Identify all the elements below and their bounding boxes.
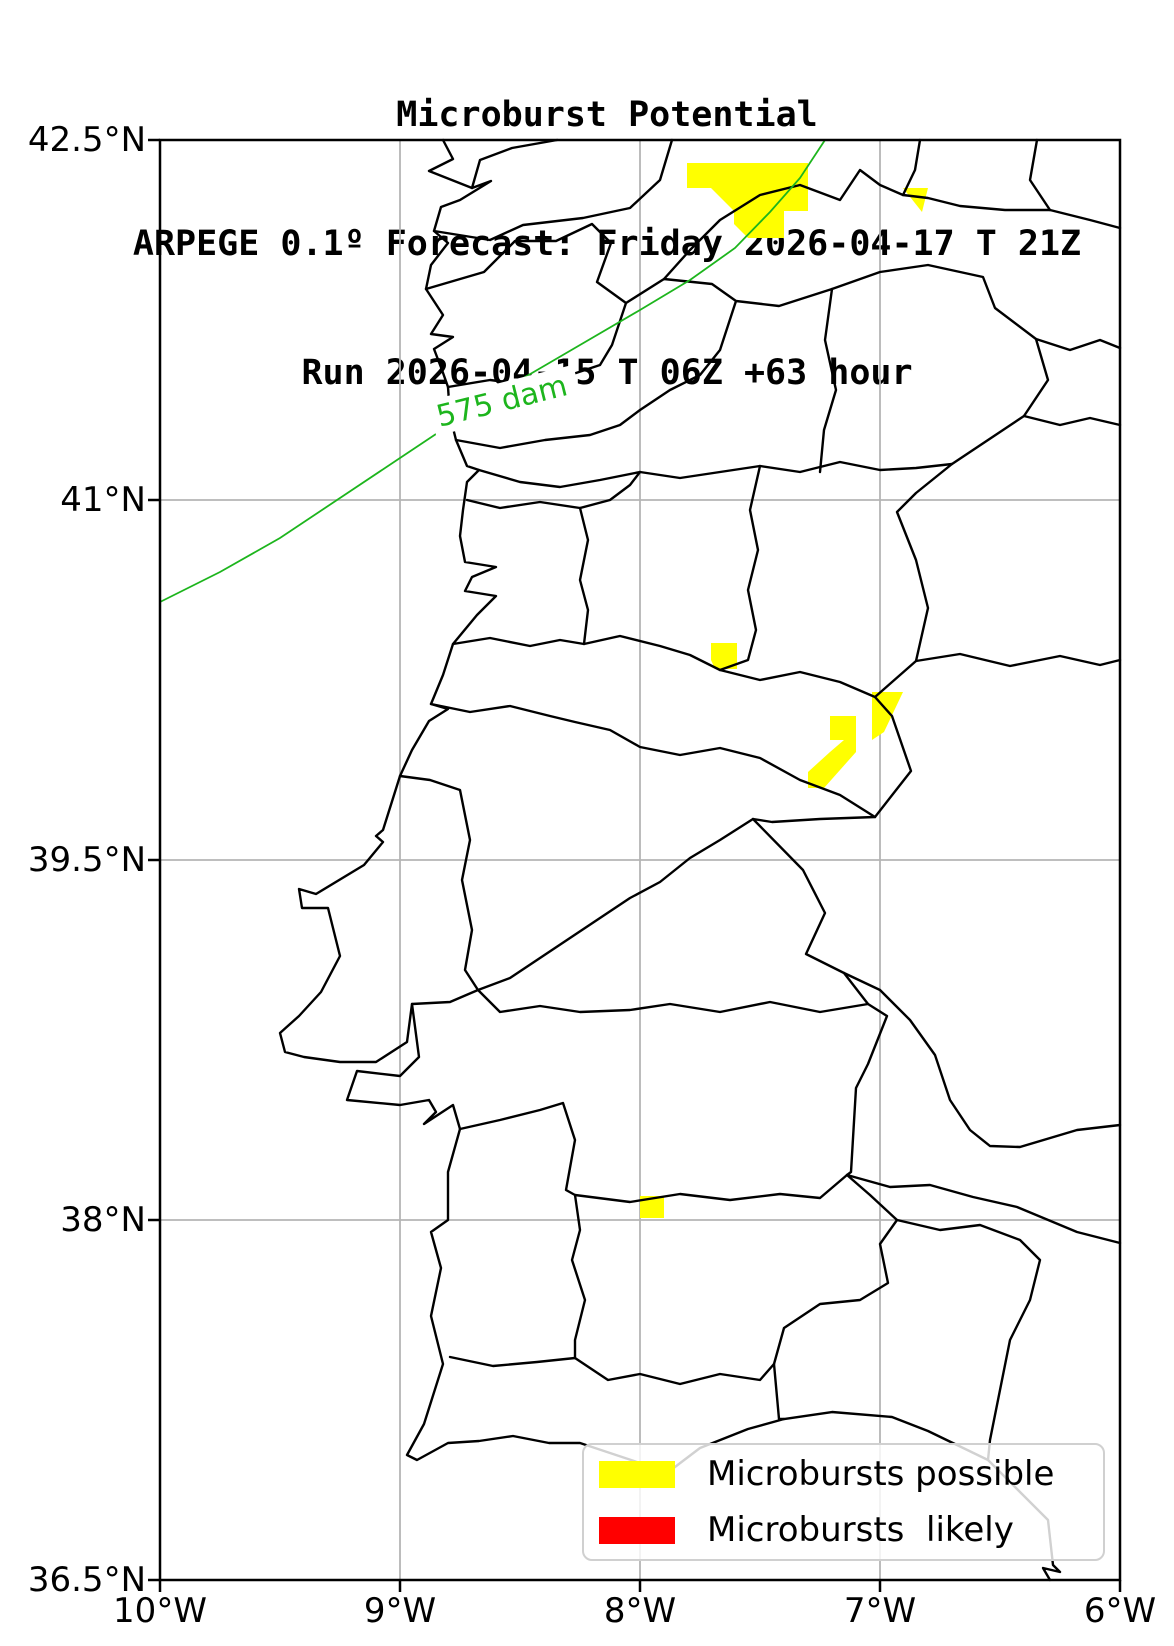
ytick-39-5N: 39.5°N	[27, 840, 146, 880]
contour-label: 575 dam	[433, 368, 571, 434]
possible-swatch	[599, 1460, 675, 1488]
title-line-1: Microburst Potential	[396, 95, 818, 135]
xtick-9W: 9°W	[363, 1591, 437, 1631]
legend-row-possible: Microbursts possible	[599, 1457, 1089, 1491]
plot-frame	[158, 138, 1122, 1582]
forecast-region	[640, 1196, 664, 1218]
map-canvas: 575 dam	[148, 138, 1122, 1592]
axis-ticks	[148, 138, 1122, 1592]
likely-swatch	[599, 1516, 675, 1544]
xtick-6W: 6°W	[1083, 1591, 1157, 1631]
microburst-possible-regions	[640, 163, 928, 1218]
ytick-42-5N: 42.5°N	[27, 120, 146, 160]
ytick-36-5N: 36.5°N	[27, 1560, 146, 1600]
forecast-region	[903, 188, 928, 212]
contour-label-group: 575 dam	[427, 364, 582, 436]
forecast-region	[711, 643, 737, 669]
figure-title: Microburst Potential ARPEGE 0.1º Forecas…	[40, 8, 1174, 481]
legend-row-likely: Microbursts likely	[599, 1513, 1089, 1547]
title-line-2: ARPEGE 0.1º Forecast: Friday 2026-04-17 …	[132, 224, 1082, 264]
likely-label: Microbursts likely	[707, 1510, 1014, 1550]
forecast-region	[808, 740, 856, 788]
xtick-7W: 7°W	[843, 1591, 917, 1631]
legend: Microbursts possible Microbursts likely	[582, 1443, 1105, 1561]
district-boundaries	[398, 138, 1122, 1462]
contour-label-mask	[427, 364, 582, 436]
xtick-8W: 8°W	[603, 1591, 677, 1631]
ytick-38N: 38°N	[60, 1200, 146, 1240]
ytick-41N: 41°N	[60, 480, 146, 520]
forecast-region	[830, 716, 856, 740]
possible-label: Microbursts possible	[707, 1454, 1055, 1494]
forecast-region	[687, 163, 808, 238]
graticule	[160, 140, 1120, 1580]
xtick-10W: 10°W	[113, 1591, 207, 1631]
geopotential-contour-line	[159, 139, 826, 603]
